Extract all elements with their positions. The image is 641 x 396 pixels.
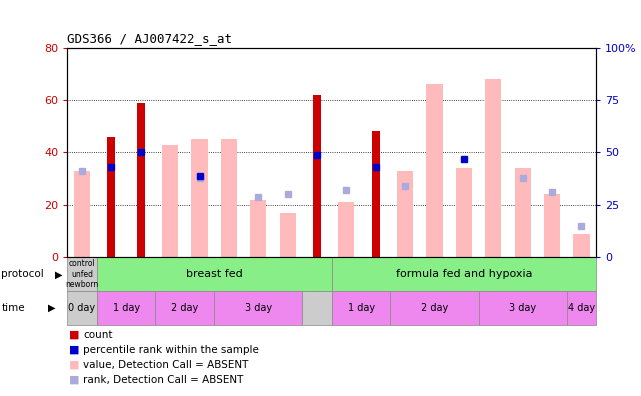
Text: GDS366 / AJ007422_s_at: GDS366 / AJ007422_s_at — [67, 32, 232, 45]
Text: protocol: protocol — [1, 269, 44, 280]
Text: rank, Detection Call = ABSENT: rank, Detection Call = ABSENT — [83, 375, 244, 385]
Bar — [74, 171, 90, 257]
Text: 1 day: 1 day — [347, 303, 374, 313]
Text: value, Detection Call = ABSENT: value, Detection Call = ABSENT — [83, 360, 249, 370]
Bar — [214, 291, 303, 325]
Text: 2 day: 2 day — [421, 303, 448, 313]
Text: ▶: ▶ — [54, 269, 62, 280]
Text: 3 day: 3 day — [245, 303, 272, 313]
Bar — [332, 257, 596, 291]
Bar — [303, 291, 332, 325]
Bar — [313, 95, 321, 257]
Text: time: time — [1, 303, 25, 313]
Text: count: count — [83, 329, 113, 340]
Bar — [567, 291, 596, 325]
Text: breast fed: breast fed — [186, 269, 242, 279]
Bar — [67, 291, 97, 325]
Bar — [67, 257, 97, 291]
Bar — [162, 145, 178, 257]
Bar — [137, 103, 145, 257]
Text: formula fed and hypoxia: formula fed and hypoxia — [395, 269, 532, 279]
Bar — [97, 257, 332, 291]
Bar — [544, 194, 560, 257]
Bar — [332, 291, 390, 325]
Bar — [456, 168, 472, 257]
Text: ■: ■ — [69, 375, 79, 385]
Text: ■: ■ — [69, 360, 79, 370]
Text: control
unfed
newborn: control unfed newborn — [65, 259, 99, 289]
Bar — [221, 139, 237, 257]
Bar — [192, 139, 208, 257]
Text: 2 day: 2 day — [171, 303, 199, 313]
Text: 4 day: 4 day — [568, 303, 595, 313]
Text: 3 day: 3 day — [509, 303, 537, 313]
Bar — [390, 291, 479, 325]
Bar — [515, 168, 531, 257]
Text: ■: ■ — [69, 329, 79, 340]
Bar — [250, 200, 267, 257]
Bar — [155, 291, 214, 325]
Bar — [573, 234, 590, 257]
Text: percentile rank within the sample: percentile rank within the sample — [83, 345, 259, 355]
Bar — [279, 213, 296, 257]
Bar — [397, 171, 413, 257]
Bar — [97, 291, 155, 325]
Text: 0 day: 0 day — [69, 303, 96, 313]
Bar — [338, 202, 354, 257]
Text: 1 day: 1 day — [113, 303, 140, 313]
Bar — [485, 79, 501, 257]
Bar — [107, 137, 115, 257]
Text: ■: ■ — [69, 345, 79, 355]
Text: ▶: ▶ — [48, 303, 56, 313]
Bar — [479, 291, 567, 325]
Bar — [426, 84, 443, 257]
Bar — [372, 131, 380, 257]
